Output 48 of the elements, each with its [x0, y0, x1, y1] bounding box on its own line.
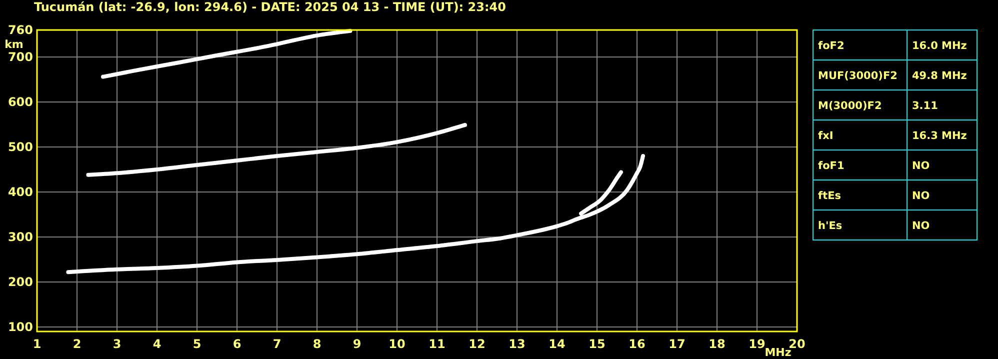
line-series [579, 170, 623, 216]
text: NO [912, 160, 930, 172]
y-tick-label: 700 [8, 50, 33, 64]
text: M(3000)F2 [818, 100, 882, 112]
x-tick-label: 4 [152, 337, 162, 352]
x-tick-label: 7 [272, 337, 282, 352]
y-axis-title: km [4, 38, 24, 51]
line-series [86, 122, 467, 177]
text: NO [912, 220, 930, 232]
x-tick-label: 9 [352, 337, 362, 352]
y-tick-label: 200 [8, 274, 33, 289]
text: fxI [818, 130, 834, 142]
text: foF1 [818, 160, 844, 172]
x-tick-label: 6 [232, 337, 242, 352]
text: 16.0 MHz [912, 40, 967, 52]
text: 16.3 MHz [912, 130, 967, 142]
text: h'Es [818, 220, 842, 232]
x-tick-label: 2 [72, 337, 82, 352]
text: 3.11 [912, 100, 938, 112]
x-tick-label: 16 [628, 337, 646, 352]
x-tick-label: 17 [668, 337, 686, 352]
y-tick-label: 400 [8, 184, 33, 199]
x-tick-label: 13 [508, 337, 526, 352]
x-tick-label: 8 [312, 337, 322, 352]
x-tick-label: 19 [748, 337, 766, 352]
x-tick-label: 14 [548, 337, 566, 352]
y-tick-label: 600 [8, 94, 33, 109]
x-tick-label: 1 [32, 337, 42, 352]
text: 49.8 MHz [912, 70, 967, 82]
x-tick-label: 18 [708, 337, 726, 352]
text: foF2 [818, 40, 844, 52]
text: ftEs [818, 190, 842, 202]
y-tick-label: 300 [8, 230, 33, 244]
x-tick-label: 20 [788, 337, 806, 352]
x-tick-label: 11 [428, 337, 446, 352]
line-series [66, 154, 645, 274]
text: MUF(3000)F2 [818, 70, 898, 82]
x-tick-label: 3 [112, 337, 122, 352]
x-tick-label: 12 [468, 337, 486, 352]
x-tick-label: 5 [192, 337, 202, 352]
y-tick-label: 100 [8, 320, 33, 334]
y-tick-label: 760 [8, 22, 33, 37]
line-series [101, 28, 352, 79]
x-tick-label: 15 [588, 337, 606, 352]
x-tick-label: 10 [388, 337, 406, 352]
text: NO [912, 190, 930, 202]
y-tick-label: 500 [8, 140, 33, 154]
chart-title: Tucumán (lat: -26.9, lon: 294.6) - DATE: 2025 04 13 - TIME (UT): 23:40 [34, 0, 506, 14]
